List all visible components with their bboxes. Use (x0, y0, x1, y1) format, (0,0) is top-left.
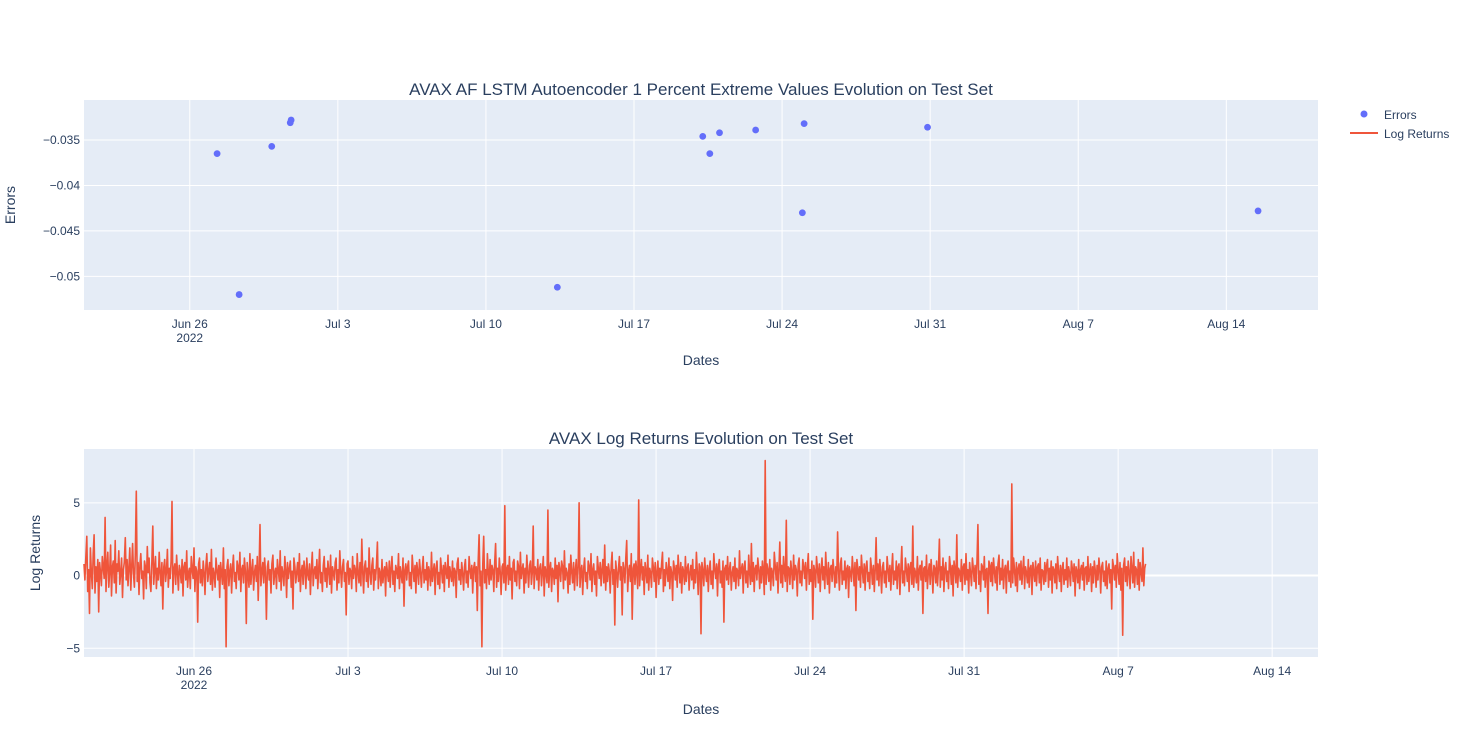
error-point[interactable] (752, 126, 760, 134)
legend-item-log-returns[interactable]: Log Returns (1350, 127, 1449, 141)
y-tick-label: −0.035 (43, 133, 80, 147)
errors-x-axis-label: Dates (683, 352, 720, 368)
errors-plot-background (84, 100, 1318, 310)
x-tick-label: Jul 3 (335, 664, 361, 678)
error-point[interactable] (706, 150, 714, 158)
error-point[interactable] (213, 150, 221, 158)
x-tick-label: Aug 7 (1102, 664, 1134, 678)
log-returns-chart-title: AVAX Log Returns Evolution on Test Set (549, 429, 854, 448)
error-point[interactable] (553, 283, 561, 291)
legend-errors-marker-icon (1360, 110, 1368, 118)
x-tick-label: Jul 24 (766, 317, 798, 331)
error-point[interactable] (924, 123, 931, 131)
error-point[interactable] (235, 291, 243, 298)
x-tick-label: Aug 14 (1207, 317, 1245, 331)
y-tick-label: −5 (66, 641, 80, 655)
x-tick-label: Jul 24 (794, 664, 826, 678)
log-returns-series (83, 459, 1147, 648)
error-point[interactable] (798, 209, 806, 217)
log-returns-y-axis-label: Log Returns (27, 515, 43, 591)
y-tick-label: −0.05 (50, 269, 81, 283)
x-tick-label: Jul 10 (470, 317, 502, 331)
x-tick-sublabel: 2022 (181, 678, 208, 692)
x-tick-label: Jul 3 (325, 317, 351, 331)
y-tick-label: −0.04 (50, 178, 81, 192)
errors-chart-title: AVAX AF LSTM Autoencoder 1 Percent Extre… (409, 80, 993, 99)
log-returns-y-tick-labels: 5 0 −5 (66, 496, 80, 655)
x-tick-label: Jul 31 (914, 317, 946, 331)
errors-gridlines (84, 100, 1318, 310)
x-tick-label: Jun 26 (176, 664, 212, 678)
x-tick-label: Jun 26 (172, 317, 208, 331)
legend-item-errors[interactable]: Errors (1360, 108, 1417, 122)
errors-series (213, 116, 1262, 298)
x-tick-label: Jul 10 (486, 664, 518, 678)
error-point[interactable] (800, 120, 808, 128)
error-point[interactable] (268, 142, 276, 150)
error-point[interactable] (1254, 207, 1262, 215)
y-tick-label: 5 (73, 496, 80, 510)
error-point[interactable] (287, 116, 295, 124)
error-point[interactable] (716, 129, 723, 137)
x-tick-label: Aug 7 (1063, 317, 1095, 331)
errors-y-axis-label: Errors (2, 186, 18, 224)
y-tick-label: −0.045 (43, 224, 80, 238)
x-tick-label: Jul 17 (618, 317, 650, 331)
errors-y-tick-labels: −0.035 −0.04 −0.045 −0.05 (43, 133, 80, 283)
error-point[interactable] (699, 132, 707, 140)
x-tick-label: Jul 17 (640, 664, 672, 678)
legend-log-returns-label: Log Returns (1384, 127, 1449, 141)
legend-errors-label: Errors (1384, 108, 1417, 122)
log-returns-line[interactable] (83, 459, 1147, 648)
x-tick-label: Jul 31 (948, 664, 980, 678)
x-tick-sublabel: 2022 (176, 331, 203, 345)
log-returns-x-axis-label: Dates (683, 701, 720, 717)
legend: Errors Log Returns (1350, 108, 1449, 141)
x-tick-label: Aug 14 (1253, 664, 1291, 678)
y-tick-label: 0 (73, 569, 80, 583)
